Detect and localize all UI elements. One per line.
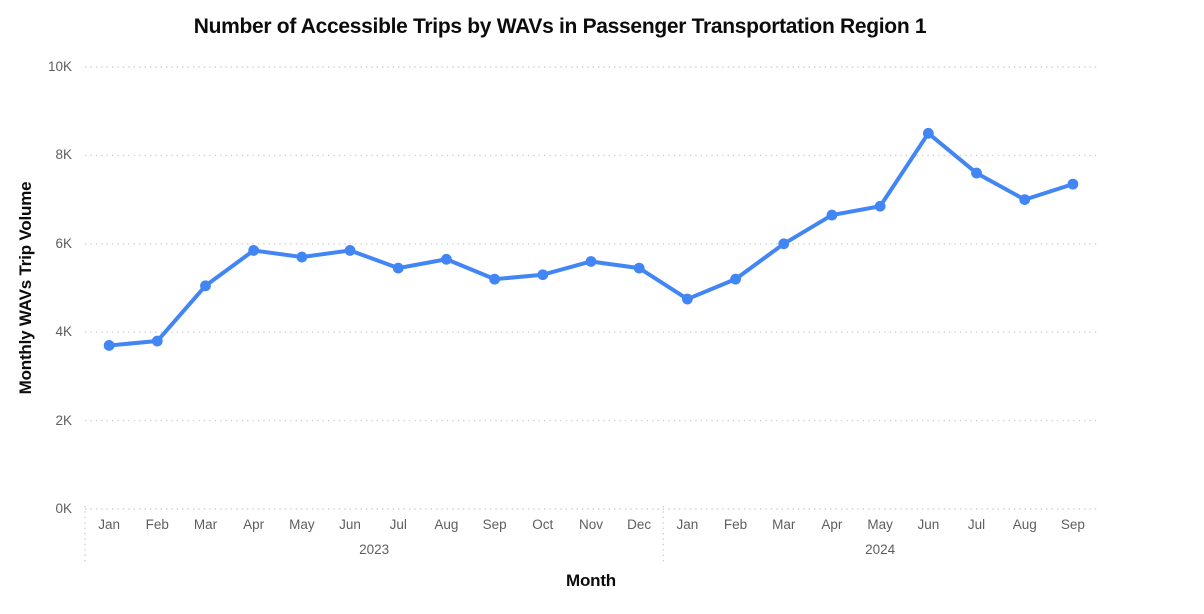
y-tick-label: 8K: [55, 147, 72, 163]
data-point-May-2024[interactable]: [874, 200, 886, 212]
data-point-May-2023[interactable]: [296, 251, 308, 263]
y-tick-label: 10K: [47, 59, 72, 74]
year-label: 2024: [865, 542, 896, 557]
y-tick-label: 4K: [55, 324, 72, 340]
data-point-Feb-2024[interactable]: [730, 273, 741, 285]
y-tick-label: 6K: [55, 235, 72, 251]
series-line: [107, 131, 1075, 348]
x-tick-label: Dec: [627, 517, 652, 532]
data-point-Oct-2023[interactable]: [537, 269, 549, 281]
x-tick-label: Nov: [578, 517, 603, 532]
x-tick-label: Jan: [676, 517, 699, 532]
x-tick-label: Jun: [917, 517, 940, 532]
x-tick-label: Jun: [339, 517, 361, 532]
data-point-Dec-2023[interactable]: [633, 262, 645, 274]
year-label: 2023: [359, 542, 390, 557]
data-point-Jun-2024[interactable]: [922, 127, 934, 139]
data-point-Nov-2023[interactable]: [585, 256, 597, 267]
data-point-Aug-2024[interactable]: [1019, 194, 1031, 206]
x-tick-label: Aug: [434, 517, 459, 532]
x-tick-label: Mar: [772, 517, 796, 532]
data-point-Jul-2023[interactable]: [392, 262, 404, 274]
x-tick-label: Mar: [193, 517, 218, 532]
data-point-Jul-2024[interactable]: [971, 167, 982, 179]
data-point-Jan-2023[interactable]: [103, 340, 115, 351]
y-tick-label: 0K: [55, 501, 72, 516]
x-axis-title: Month: [566, 571, 616, 590]
x-tick-label: Jan: [98, 517, 120, 532]
data-point-Feb-2023[interactable]: [151, 335, 163, 347]
x-tick-label: Jul: [967, 517, 986, 532]
x-tick-label: Oct: [532, 517, 554, 532]
y-tick-label: 2K: [55, 412, 72, 428]
data-point-Apr-2024[interactable]: [826, 209, 838, 221]
x-tick-label: Apr: [821, 517, 843, 532]
data-point-Sep-2023[interactable]: [489, 273, 501, 285]
x-tick-label: Feb: [723, 517, 748, 532]
data-point-Jun-2023[interactable]: [344, 245, 356, 256]
data-point-Mar-2024[interactable]: [778, 238, 790, 250]
x-tick-label: May: [289, 517, 315, 532]
x-tick-label: Feb: [145, 517, 169, 532]
data-point-Apr-2023[interactable]: [248, 245, 260, 256]
x-tick-label: Aug: [1012, 517, 1037, 532]
x-tick-label: Sep: [482, 517, 507, 532]
x-tick-label: Jul: [389, 517, 407, 532]
data-point-Jan-2024[interactable]: [681, 293, 693, 305]
chart-title: Number of Accessible Trips by WAVs in Pa…: [193, 15, 927, 38]
x-tick-label: Sep: [1060, 517, 1085, 532]
x-tick-label: Apr: [243, 517, 265, 532]
data-point-Aug-2023[interactable]: [441, 253, 452, 265]
data-point-Sep-2024[interactable]: [1067, 178, 1079, 190]
x-tick-label: May: [867, 517, 893, 532]
data-point-Mar-2023[interactable]: [200, 280, 211, 292]
